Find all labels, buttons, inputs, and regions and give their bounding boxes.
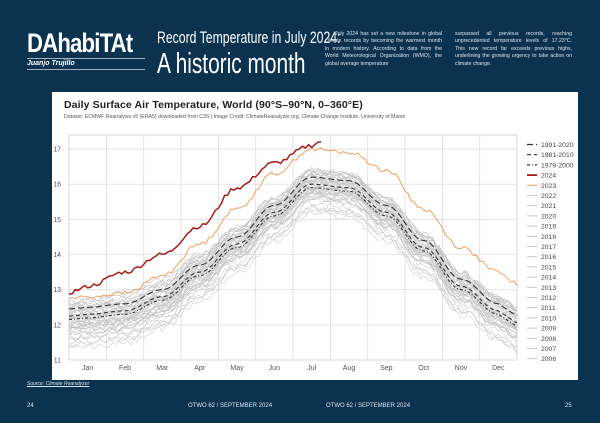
year-line-2006 [68, 195, 518, 338]
intro-column-1: July 2024 has set a new milestone in glo… [325, 31, 442, 67]
headline-kicker: Record Temperature in July 2024: [157, 28, 341, 47]
year-line-2023 [68, 146, 518, 300]
x-tick-label: Dec [492, 365, 505, 372]
legend-label: 2015 [541, 264, 556, 271]
divider [27, 58, 145, 59]
x-tick-label: Sep [380, 365, 393, 372]
legend-label: 2014 [541, 275, 556, 282]
legend-label: 2006 [541, 356, 556, 363]
mean-line-1979-2000 [68, 187, 518, 328]
x-tick-label: Jan [82, 365, 93, 372]
x-tick-label: Apr [194, 365, 206, 372]
legend-label: 1981-2010 [541, 152, 574, 159]
page-number-right: 25 [565, 403, 572, 409]
footer-issue-left: OTWO 62 / SEPTEMBER 2024 [188, 403, 273, 409]
x-tick-label: Nov [455, 365, 468, 372]
x-tick-label: Aug [343, 365, 356, 372]
y-tick-label: 15 [53, 217, 61, 224]
x-tick-label: Feb [119, 365, 131, 372]
legend-label: 2011 [541, 305, 556, 312]
legend-label: 2017 [541, 244, 556, 251]
headline: Record Temperature in July 2024: A histo… [157, 28, 412, 80]
divider [27, 69, 145, 70]
legend-label: 2020 [541, 213, 556, 220]
year-line-2024 [68, 141, 322, 295]
year-line-2007 [68, 191, 518, 339]
source-link[interactable]: Source: Climate Reanalyzer [27, 381, 90, 387]
y-tick-label: 12 [53, 322, 61, 329]
temperature-chart: 11 12 13 14 15 16 17 Jan Feb Mar Apr May Jun Jul Aug Se… [53, 134, 574, 372]
legend-label: 2018 [541, 234, 556, 241]
year-line-2011 [68, 189, 518, 332]
intro-column-2: surpassed all previous records, reaching… [455, 31, 572, 67]
year-line-background [68, 211, 518, 355]
masthead: DAhabiTAt Juanjo Trujillo [27, 28, 155, 70]
legend-label: 2022 [541, 193, 556, 200]
brand-name: DAhabiTAt [27, 28, 133, 58]
y-tick-label: 14 [53, 252, 61, 259]
footer-issue-right: OTWO 62 / SEPTEMBER 2024 [326, 403, 411, 409]
page-number-left: 24 [27, 403, 34, 409]
y-tick-label: 11 [54, 358, 61, 365]
chart-subtitle: Dataset: ECMWF Reanalysis v5 (ERA5) down… [64, 114, 406, 120]
year-line-background [68, 175, 518, 318]
year-line-2017 [68, 172, 518, 313]
chart-title: Daily Surface Air Temperature, World (90… [64, 99, 363, 111]
headline-title: A historic month [157, 48, 306, 80]
legend-label: 2008 [541, 336, 556, 343]
legend-label: 2021 [541, 203, 556, 210]
chart-card: 11 12 13 14 15 16 17 Jan Feb Mar Apr May Jun Jul Aug Se… [52, 92, 578, 380]
author-name: Juanjo Trujillo [27, 60, 75, 67]
legend-label: 2016 [541, 254, 556, 261]
x-tick-label: Mar [156, 365, 169, 372]
year-line-background [68, 204, 518, 355]
legend-label: 2024 [541, 173, 556, 180]
legend-label: 2013 [541, 285, 556, 292]
year-line-2010 [68, 177, 518, 330]
legend-label: 2007 [541, 346, 556, 353]
legend-label: 2009 [541, 326, 556, 333]
year-line-2016 [68, 172, 518, 312]
x-tick-label: Jul [307, 365, 316, 372]
legend-label: 1991-2020 [541, 142, 574, 149]
legend-label: 2012 [541, 295, 556, 302]
x-tick-label: May [230, 365, 244, 372]
y-tick-label: 13 [53, 287, 61, 294]
y-tick-label: 17 [53, 147, 61, 154]
legend-label: 2019 [541, 224, 556, 231]
x-tick-label: Jun [269, 365, 280, 372]
legend-label: 1979-2000 [541, 162, 574, 169]
legend-label: 2010 [541, 315, 556, 322]
mean-line-1991-2020 [68, 176, 518, 317]
y-tick-label: 16 [53, 182, 61, 189]
legend-label: 2023 [541, 183, 556, 190]
x-tick-label: Oct [418, 365, 429, 372]
